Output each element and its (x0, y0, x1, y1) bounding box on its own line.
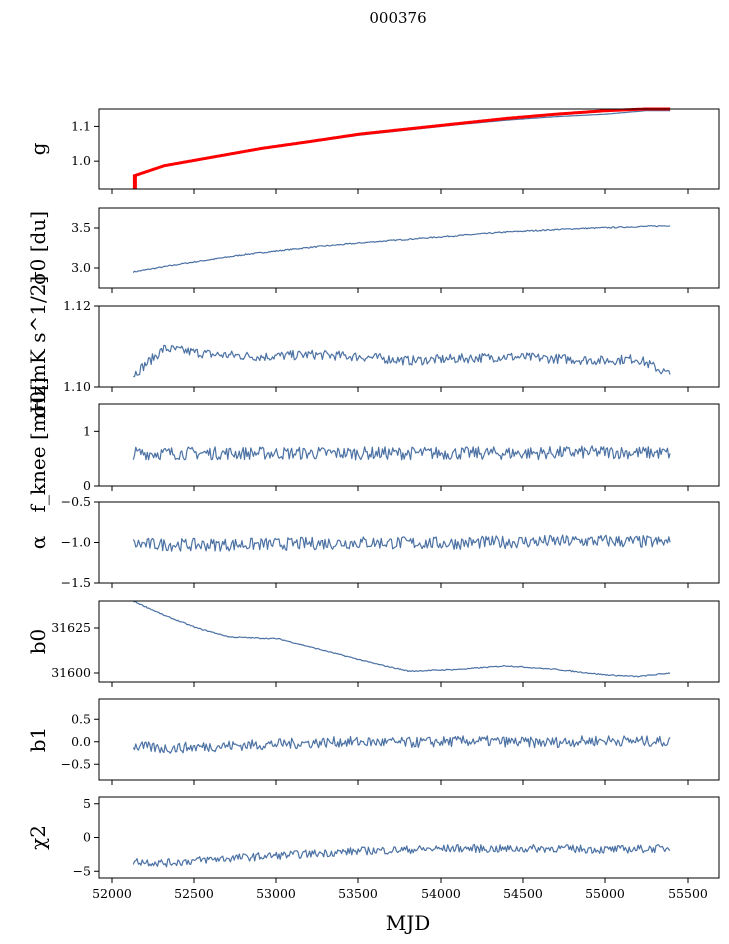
ytick-label-sigma0_mk-1: 1.12 (63, 298, 91, 313)
ylabel-b1: b1 (26, 727, 50, 753)
xtick-label-7: 55500 (668, 886, 708, 901)
panel-chi2: −5 0 5 52000 52500 53000 53500 54000 54500 55000 5… (26, 796, 720, 901)
panel-fknee: 0 1 f_knee [mHz] (26, 378, 720, 513)
series-fknee-0 (132, 445, 671, 461)
xtick-label-6: 55000 (585, 886, 625, 901)
ytick-label-sigma0_mk-0: 1.10 (63, 379, 91, 394)
ytick-label-chi2-2: 5 (83, 796, 91, 811)
ylabel-sigma0_du: σ0 [du] (26, 211, 50, 285)
series-g-1 (132, 107, 671, 178)
panel-sigma0_du: 3.0 3.5 σ0 [du] (26, 207, 720, 293)
ylabel-chi2: χ2 (26, 825, 50, 850)
ytick-label-b0-0: 31600 (51, 665, 91, 680)
ytick-label-fknee-0: 0 (83, 478, 91, 493)
ytick-label-alpha-1: −1.0 (61, 535, 91, 550)
xtick-label-1: 52500 (174, 886, 214, 901)
series-alpha-0 (132, 534, 671, 552)
ytick-label-fknee-1: 1 (83, 423, 91, 438)
ytick-label-g-0: 1.0 (71, 153, 91, 168)
panel-sigma0_mk: 1.10 1.12 σ0[mK s^1/2] (26, 276, 720, 417)
ylabel-g: g (26, 142, 50, 155)
series-sigma0_mk-0 (133, 344, 671, 378)
ytick-label-b1-0: −0.5 (61, 756, 91, 771)
axes-frame-sigma0_du (98, 207, 720, 289)
ytick-label-sigma0_du-0: 3.0 (71, 260, 91, 275)
series-g-0 (133, 110, 671, 178)
axes-frame-sigma0_mk (98, 305, 720, 388)
axes-frame-fknee (98, 403, 720, 487)
series-b0-0 (133, 600, 671, 678)
panels: 1.0 1.1 g 3.0 3.5 σ0 [du] 1.10 1.12 σ0[mK s^1/2]… (26, 107, 720, 901)
panel-b1: −0.5 0.0 0.5 b1 (26, 698, 720, 785)
axes-frame-b0 (98, 600, 720, 683)
ylabel-fknee: f_knee [mHz] (26, 378, 50, 513)
series-sigma0_du-0 (132, 225, 671, 273)
xtick-label-0: 52000 (92, 886, 132, 901)
ylabel-sigma0_mk: σ0[mK s^1/2] (26, 276, 50, 417)
axes-frame-b1 (98, 698, 720, 781)
ytick-label-b1-2: 0.5 (71, 711, 91, 726)
series-chi2-0 (132, 843, 671, 868)
ytick-label-chi2-1: 0 (83, 830, 91, 845)
panel-alpha: −1.5 −1.0 −0.5 α (26, 494, 720, 590)
series-b1-0 (132, 735, 671, 754)
xtick-label-4: 54000 (421, 886, 461, 901)
panel-g: 1.0 1.1 g (26, 107, 720, 194)
ytick-label-g-1: 1.1 (71, 118, 91, 133)
ytick-label-chi2-0: −5 (73, 863, 91, 878)
x-axis-label: MJD (386, 911, 431, 935)
ytick-label-b0-1: 31625 (51, 620, 91, 635)
ytick-label-sigma0_du-1: 3.5 (71, 220, 91, 235)
axes-frame-chi2 (98, 796, 720, 879)
ytick-label-b1-1: 0.0 (71, 734, 91, 749)
xtick-label-5: 54500 (503, 886, 543, 901)
ylabel-alpha: α (26, 536, 50, 550)
xtick-label-3: 53500 (338, 886, 378, 901)
axes-frame-g (98, 108, 720, 190)
figure-title: 000376 (369, 9, 426, 27)
ylabel-b0: b0 (26, 629, 50, 655)
ytick-label-alpha-2: −0.5 (61, 494, 91, 509)
xtick-label-2: 53000 (256, 886, 296, 901)
ytick-label-alpha-0: −1.5 (61, 575, 91, 590)
